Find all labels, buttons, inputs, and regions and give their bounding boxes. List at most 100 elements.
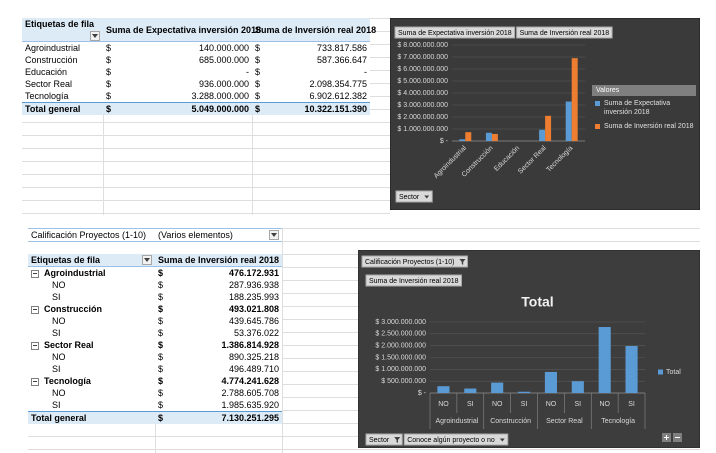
row-label: Tecnología [25,91,69,101]
value-cell: 936.000.000 [198,79,250,89]
field-button[interactable] [394,26,516,39]
row-label: Sector Real [25,79,73,89]
data-row: Tecnología $3.288.000.000 $6.902.612.382 [22,90,370,103]
y-tick-label: $ 7.000.000.000 [397,54,448,61]
currency: $ [158,280,164,290]
field-button[interactable] [403,433,509,446]
row-label: SI [52,292,61,302]
row-label: NO [52,316,66,326]
legend-label: Suma de Expectativa inversión 2018 [604,100,671,116]
value-cell: 685.000.000 [198,55,250,65]
filter-dropdown[interactable] [90,31,100,41]
bar [539,129,546,141]
chart-background [390,18,700,210]
currency: $ [158,268,164,278]
y-tick-label: $ 1.000.000.000 [397,126,448,133]
filter-row: Calificación Proyectos (1-10) (Varios ele… [28,228,282,242]
currency: $ [106,79,112,89]
legend-label: Total [666,369,681,376]
group-row: Construcción $493.021.808 [28,303,282,315]
data-row: SI $53.376.022 [28,327,282,339]
x-tick-label: NO [599,401,610,408]
currency: $ [158,304,164,314]
zoom-in-icon [664,435,669,440]
value-cell: 2.788.605.708 [221,388,279,398]
x-tick-label: SI [521,401,528,408]
currency: $ [158,400,164,410]
collapse-icon [31,269,39,278]
field-button[interactable] [516,26,613,39]
bar [625,346,638,393]
row-label: NO [52,352,66,362]
field-button[interactable] [361,255,468,268]
data-row: SI $1.985.635.920 [28,399,282,412]
data-row: SI $188.235.993 [28,291,282,303]
group-row: Agroindustrial $476.172.931 [28,267,282,280]
currency: $ [158,316,164,326]
field-button-label: Suma de Expectativa inversión 2018 [398,30,512,37]
legend-swatch [658,369,663,375]
x-tick-label: NO [438,401,449,408]
value-cell: 10.322.151.390 [264,102,371,115]
collapse-icon [31,305,39,314]
collapse-icon [31,377,39,386]
header-cell: Suma de Inversión real 2018 [155,254,282,267]
pivot-table: Calificación Proyectos (1-10) (Varios ele… [28,228,282,424]
y-tick-label: $ 5.000.000.000 [397,78,448,85]
currency: $ [158,292,164,302]
value-cell: 476.172.931 [228,268,279,278]
row-label: NO [52,280,66,290]
data-row: SI $496.489.710 [28,363,282,375]
y-tick-label: $ 1.500.000.000 [375,354,426,361]
field-button[interactable] [395,190,433,203]
column-line [103,18,104,215]
value-cell: 4.774.241.628 [221,376,279,386]
zoom-buttons[interactable] [662,433,682,442]
bar [598,327,611,393]
dropdown-icon [424,195,430,199]
currency: $ [158,364,164,374]
field-button-label: Sector [369,437,390,444]
value-cell: 3.288.000.000 [191,91,250,101]
x-tick-label: SI [467,401,474,408]
row-label: SI [52,400,61,410]
y-tick-label: $ 6.000.000.000 [397,66,448,73]
total-row: Total general $5.049.000.000 $10.322.151.3… [22,102,371,115]
blank-row [28,242,282,255]
value-cell: 2.098.354.775 [309,79,368,89]
data-row: Educación $ - $ - [22,66,370,78]
currency: $ [255,43,261,53]
header-cell: Suma de Inversión real 2018 [252,18,376,42]
filter-dropdown[interactable] [269,230,279,240]
y-tick-label: $ 8.000.000.000 [397,42,448,49]
field-button[interactable] [365,433,403,446]
x-tick-label: SI [628,401,635,408]
y-tick-label: $ 1.000.000.000 [375,366,426,373]
currency: $ [158,352,164,362]
x-tick-label: SI [575,401,582,408]
currency: $ [106,67,112,77]
bar [491,133,498,141]
group-row: Tecnología $4.774.241.628 [28,375,282,387]
data-row: Agroindustrial $140.000.000 $733.817.586 [22,42,370,55]
y-tick-label: $ 2.000.000.000 [397,114,448,121]
currency: $ [255,79,261,89]
x-group-label: Tecnología [601,418,635,425]
bar [565,101,572,141]
group-label: Agroindustrial [28,267,155,280]
y-tick-label: $ 500.000.000 [381,378,426,385]
legend-title: Valores [592,85,696,96]
value-cell: 439.645.786 [228,316,279,326]
field-button[interactable] [365,274,462,287]
data-row: NO $287.936.938 [28,279,282,291]
legend-label: Suma de Inversión real 2018 [604,123,694,130]
data-row: NO $2.788.605.708 [28,387,282,399]
currency: $ [158,340,164,350]
chart-canvas: $ - $ 1.000.000.000 $ 2.000.000.000 $ 3.000… [390,18,700,210]
chart: $ - $ 1.000.000.000 $ 2.000.000.000 $ 3.000… [390,18,700,210]
bar [465,132,472,141]
currency: $ [106,55,112,65]
filter-dropdown[interactable] [142,255,152,265]
field-button-label: Sector [399,194,420,201]
